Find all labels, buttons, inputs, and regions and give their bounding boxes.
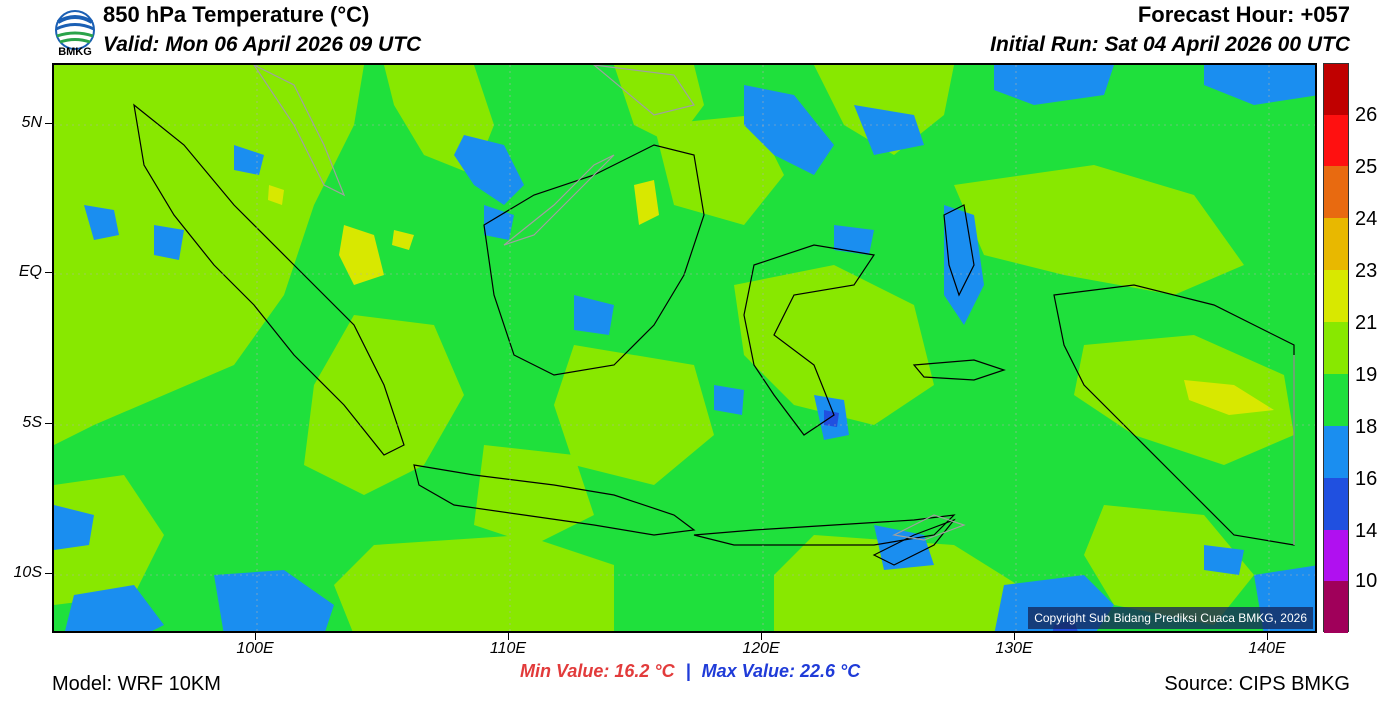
- colorbar-segment: [1324, 581, 1348, 633]
- lon-tick: [761, 633, 762, 640]
- colorbar-segment: [1324, 64, 1348, 115]
- min-max-values: Min Value: 16.2 °C | Max Value: 22.6 °C: [520, 661, 860, 682]
- colorbar-segment: [1324, 374, 1348, 426]
- colorbar-label: 19: [1355, 364, 1378, 386]
- lon-label-140e: 140E: [1248, 640, 1286, 657]
- lat-tick: [45, 573, 52, 574]
- initial-run: Initial Run: Sat 04 April 2026 00 UTC: [990, 33, 1350, 56]
- chart-title: 850 hPa Temperature (°C): [103, 2, 370, 27]
- colorbar-label: 21: [1355, 312, 1378, 334]
- lon-label-100e: 100E: [236, 640, 274, 657]
- lon-tick: [255, 633, 256, 640]
- java-outline: [413, 464, 696, 536]
- lon-tick: [1014, 633, 1015, 640]
- colorbar-segment: [1324, 322, 1348, 374]
- max-value: Max Value: 22.6 °C: [701, 661, 861, 681]
- colorbar-label: 26: [1355, 104, 1378, 126]
- forecast-hour: Forecast Hour: +057: [1137, 2, 1350, 27]
- data-source: Source: CIPS BMKG: [1164, 673, 1350, 695]
- temperature-map: Copyright Sub Bidang Prediksi Cuaca BMKG…: [52, 63, 1317, 633]
- colorbar-segment: [1324, 530, 1348, 581]
- colorbar-label: 14: [1355, 520, 1378, 542]
- lat-tick: [45, 272, 52, 273]
- lat-tick: [45, 123, 52, 124]
- colorbar-segment: [1324, 166, 1348, 218]
- seram-outline: [912, 359, 1006, 381]
- colorbar-label: 10: [1355, 570, 1378, 592]
- lat-label-5n: 5N: [21, 114, 42, 131]
- lon-label-120e: 120E: [742, 640, 780, 657]
- colorbar-label: 25: [1355, 156, 1378, 178]
- lat-tick: [45, 423, 52, 424]
- lon-tick: [1267, 633, 1268, 640]
- lat-label-eq: EQ: [18, 263, 42, 280]
- colorbar-segment: [1324, 478, 1348, 530]
- bmkg-logo: [55, 10, 95, 50]
- lat-label-5s: 5S: [22, 414, 42, 431]
- map-field: [54, 65, 1315, 631]
- colorbar-segment: [1324, 218, 1348, 270]
- nusa-tenggara-outline: [693, 514, 956, 546]
- lon-tick: [508, 633, 509, 640]
- neighbor-coastlines: [253, 65, 1295, 545]
- colorbar-label: 24: [1355, 208, 1378, 230]
- lon-label-130e: 130E: [995, 640, 1033, 657]
- colorbar: [1323, 63, 1349, 633]
- colorbar-label: 23: [1355, 260, 1378, 282]
- colorbar-label: 16: [1355, 468, 1378, 490]
- halmahera-outline: [943, 204, 975, 297]
- graticule: [54, 65, 1315, 631]
- min-max-separator: |: [685, 661, 691, 681]
- copyright-notice: Copyright Sub Bidang Prediksi Cuaca BMKG…: [1028, 607, 1313, 629]
- colorbar-segment: [1324, 270, 1348, 322]
- temp-21-23-band: [268, 180, 1274, 415]
- lon-label-110e: 110E: [489, 640, 527, 657]
- papua-outline: [1053, 284, 1295, 546]
- valid-time: Valid: Mon 06 April 2026 09 UTC: [103, 33, 422, 56]
- sulawesi-outline: [743, 244, 876, 436]
- min-value: Min Value: 16.2 °C: [520, 661, 675, 681]
- colorbar-segment: [1324, 115, 1348, 166]
- logo-text: BMKG: [58, 46, 92, 58]
- model-name: Model: WRF 10KM: [52, 673, 221, 695]
- lat-label-10s: 10S: [13, 564, 42, 581]
- colorbar-segment: [1324, 426, 1348, 478]
- colorbar-label: 18: [1355, 416, 1378, 438]
- coastlines: [133, 103, 1295, 566]
- sumatra-outline: [133, 103, 405, 456]
